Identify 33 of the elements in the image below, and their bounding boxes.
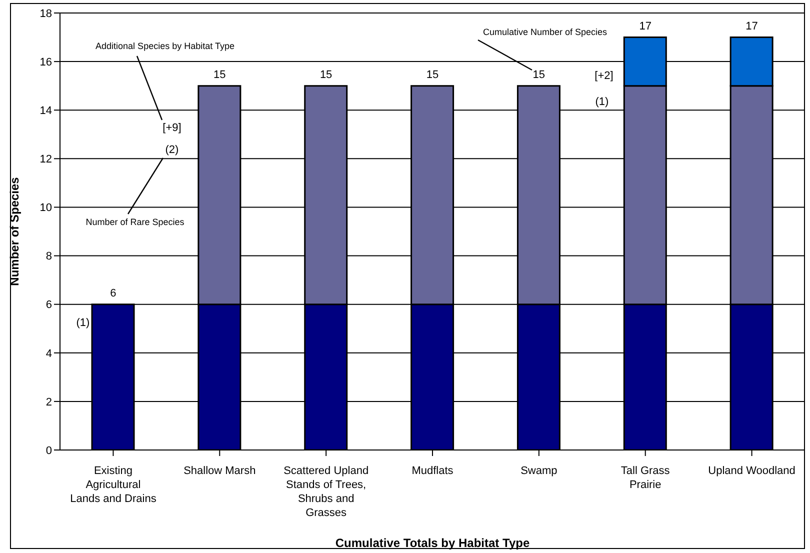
total-label: 17 [746, 20, 758, 32]
y-tick-label: 14 [40, 105, 52, 118]
y-tick-label: 16 [40, 56, 52, 68]
annotation: (1) [595, 96, 609, 108]
annotation: [+2] [594, 70, 614, 82]
x-tick-label: Swamp [520, 465, 558, 477]
annotation: Number of Rare Species [86, 217, 185, 227]
y-tick-label: 6 [46, 299, 52, 312]
annotation: (1) [76, 317, 90, 329]
total-label: 15 [320, 68, 332, 81]
annotation: Cumulative Number of Species [482, 27, 608, 37]
x-tick-label: Upland Woodland [708, 465, 796, 477]
total-label: 6 [110, 287, 116, 300]
x-tick-label: Shallow Marsh [184, 465, 256, 477]
y-tick-label: 0 [46, 444, 52, 457]
total-label: 17 [639, 20, 652, 32]
total-label: 15 [426, 68, 439, 81]
y-tick-label: 8 [46, 250, 52, 263]
total-label: 15 [532, 68, 546, 81]
total-label: 15 [214, 68, 226, 81]
y-tick-label: 12 [40, 154, 52, 166]
annotation: Additional Species by Habitat Type [96, 41, 234, 51]
x-tick-label: Existing Agricultural Lands and Drains [70, 465, 157, 505]
y-tick-label: 2 [46, 396, 52, 408]
y-tick-label: 10 [40, 202, 52, 214]
x-tick-label: Tall Grass Prairie [620, 465, 670, 491]
y-tick-label: 18 [40, 8, 52, 20]
annotation: [+9] [162, 122, 182, 134]
annotation: (2) [165, 144, 179, 156]
x-tick-label: Mudflats [412, 465, 454, 477]
x-tick-label: Scattered Upland Stands of Trees, Shrubs and Grasses [284, 465, 369, 519]
y-tick-label: 4 [46, 348, 52, 360]
x-axis-title: Cumulative Totals by Habitat Type [335, 536, 530, 550]
